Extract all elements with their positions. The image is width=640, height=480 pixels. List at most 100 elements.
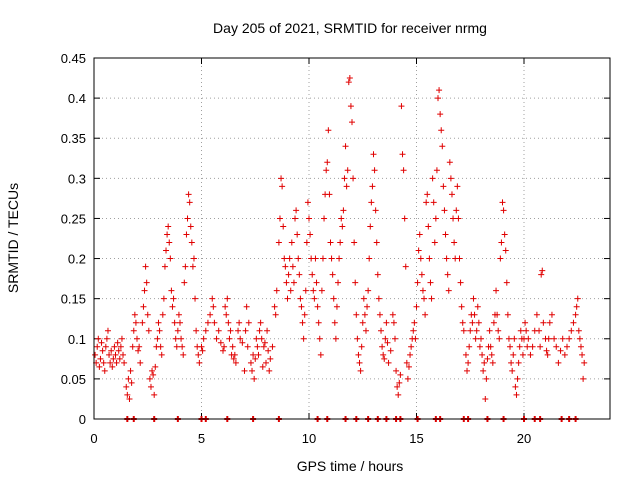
data-point: [306, 215, 312, 222]
data-point: [245, 319, 252, 326]
data-point: [376, 311, 383, 318]
data-point: [487, 343, 494, 350]
data-point: [120, 351, 127, 358]
data-point: [296, 271, 303, 278]
data-point: [266, 367, 273, 374]
data-point: [275, 239, 282, 246]
data-point: [508, 359, 515, 366]
data-point: [333, 303, 340, 310]
data-point: [436, 87, 443, 94]
data-point: [455, 215, 462, 222]
data-point: [470, 295, 477, 302]
data-point: [432, 215, 439, 222]
data-point: [145, 327, 152, 334]
data-point: [496, 335, 503, 342]
data-point: [489, 359, 496, 366]
data-point: [417, 255, 424, 262]
data-point: [192, 295, 199, 302]
data-point: [329, 271, 336, 278]
data-point: [147, 383, 154, 390]
data-point: [279, 183, 286, 190]
data-point: [100, 359, 107, 366]
data-point: [390, 319, 397, 326]
data-point: [173, 343, 180, 350]
data-point: [379, 343, 386, 350]
data-point: [382, 335, 389, 342]
data-point: [136, 343, 143, 350]
data-point: [561, 351, 568, 358]
data-point: [546, 319, 553, 326]
x-axis-label: GPS time / hours: [297, 458, 404, 474]
data-point: [265, 347, 272, 354]
data-point: [180, 351, 187, 358]
data-point: [177, 319, 183, 326]
data-point: [252, 355, 259, 362]
chart-title: Day 205 of 2021, SRMTID for receiver nrm…: [213, 20, 487, 36]
data-point: [371, 167, 378, 174]
data-point: [179, 343, 186, 350]
x-tick-label: 5: [198, 431, 205, 446]
data-point: [484, 355, 491, 362]
grid: [94, 58, 610, 419]
data-point: [315, 319, 322, 326]
data-point: [264, 327, 271, 334]
data-point: [182, 263, 189, 270]
data-point: [347, 103, 354, 110]
data-point: [467, 327, 474, 334]
data-point: [399, 151, 406, 158]
data-point: [365, 287, 372, 294]
data-point: [254, 343, 261, 350]
data-point: [170, 295, 177, 302]
data-point: [190, 255, 197, 262]
data-point: [354, 335, 361, 342]
data-point: [272, 311, 279, 318]
data-point: [429, 175, 436, 182]
data-point: [398, 103, 405, 110]
data-point: [469, 319, 476, 326]
data-point: [271, 303, 278, 310]
data-point: [161, 263, 168, 270]
data-point: [204, 319, 211, 326]
data-point: [97, 355, 104, 362]
data-point: [349, 119, 355, 126]
data-point: [193, 327, 200, 334]
data-point: [553, 343, 560, 350]
data-point: [439, 143, 446, 150]
data-point: [135, 347, 142, 354]
data-point: [328, 255, 335, 262]
data-point: [581, 359, 588, 366]
data-point: [257, 319, 264, 326]
data-point: [433, 167, 440, 174]
data-point: [573, 303, 580, 310]
data-point: [121, 359, 128, 366]
data-point: [310, 287, 317, 294]
plot-frame: [93, 57, 611, 420]
data-point: [425, 223, 432, 230]
data-point: [462, 351, 469, 358]
data-point: [261, 339, 268, 346]
data-point: [125, 375, 132, 382]
data-point: [357, 367, 364, 374]
data-point: [211, 319, 218, 326]
data-point: [410, 327, 417, 334]
data-point: [486, 327, 493, 334]
y-tick-label: 0.15: [61, 292, 86, 307]
data-point: [304, 199, 311, 206]
data-point: [422, 311, 429, 318]
data-point: [430, 199, 437, 206]
data-point: [239, 339, 246, 346]
y-tick-label: 0.4: [68, 91, 86, 106]
data-point: [327, 239, 334, 246]
data-point: [428, 295, 435, 302]
data-point: [545, 335, 552, 342]
data-point: [241, 367, 248, 374]
data-point: [342, 143, 349, 150]
data-point: [287, 287, 294, 294]
data-point: [574, 295, 581, 302]
data-point: [426, 255, 433, 262]
data-point: [242, 327, 249, 334]
data-point: [495, 327, 502, 334]
data-point: [566, 335, 573, 342]
data-point: [400, 167, 407, 174]
y-tick-label: 0.25: [61, 211, 86, 226]
